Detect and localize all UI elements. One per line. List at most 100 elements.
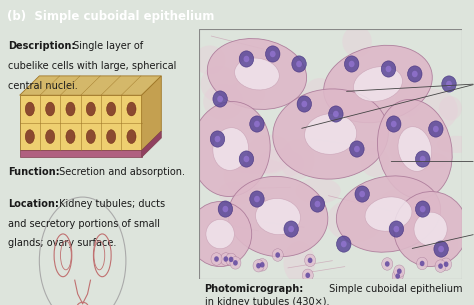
Ellipse shape [437,136,474,153]
Ellipse shape [302,78,338,120]
Ellipse shape [254,196,260,202]
Ellipse shape [107,102,116,116]
Ellipse shape [377,99,452,199]
Ellipse shape [444,261,448,267]
Ellipse shape [308,258,312,263]
Ellipse shape [256,149,304,178]
Ellipse shape [46,130,55,144]
Ellipse shape [305,114,356,154]
Ellipse shape [302,269,313,282]
Polygon shape [19,150,142,157]
Ellipse shape [415,151,430,167]
Text: central nuclei.: central nuclei. [8,81,78,91]
Ellipse shape [386,116,401,132]
Ellipse shape [365,197,412,231]
Ellipse shape [239,151,254,167]
Ellipse shape [213,91,228,107]
Ellipse shape [396,152,448,170]
Ellipse shape [420,261,425,266]
Ellipse shape [385,261,390,267]
Ellipse shape [361,147,389,177]
Ellipse shape [428,121,443,137]
Ellipse shape [394,265,405,278]
Ellipse shape [107,130,116,144]
Ellipse shape [337,176,441,252]
Ellipse shape [189,202,252,267]
Ellipse shape [354,66,402,102]
Ellipse shape [324,45,432,123]
Ellipse shape [348,141,384,156]
Ellipse shape [46,102,55,116]
Ellipse shape [253,260,264,272]
Ellipse shape [210,131,225,147]
Ellipse shape [217,96,223,102]
Ellipse shape [215,136,220,142]
Ellipse shape [265,46,280,62]
Ellipse shape [359,191,365,197]
Ellipse shape [446,81,452,87]
Text: Secretion and absorption.: Secretion and absorption. [56,167,185,177]
Ellipse shape [354,146,360,152]
Ellipse shape [297,96,311,112]
Ellipse shape [397,268,401,274]
Ellipse shape [315,201,320,207]
Ellipse shape [250,116,264,132]
Ellipse shape [415,201,430,217]
Ellipse shape [433,126,439,132]
Ellipse shape [420,206,426,212]
Ellipse shape [222,206,228,212]
Ellipse shape [256,263,261,268]
Ellipse shape [292,56,306,72]
Ellipse shape [275,252,280,258]
Ellipse shape [408,66,422,82]
Text: Simple cuboidal epithelium: Simple cuboidal epithelium [326,284,462,294]
Ellipse shape [218,201,233,217]
Ellipse shape [228,80,265,108]
Ellipse shape [395,82,422,117]
Ellipse shape [350,141,364,157]
Ellipse shape [296,61,302,67]
Ellipse shape [244,56,249,62]
Ellipse shape [220,253,231,265]
Ellipse shape [233,260,238,266]
Text: in kidney tubules (430×).: in kidney tubules (430×). [205,297,329,305]
Ellipse shape [435,260,446,272]
Ellipse shape [390,129,428,168]
Ellipse shape [380,189,422,212]
Ellipse shape [255,199,301,235]
Ellipse shape [337,236,351,252]
Ellipse shape [229,257,234,262]
Text: Photomicrograph:: Photomicrograph: [205,284,304,294]
Ellipse shape [385,66,392,72]
Ellipse shape [392,270,403,282]
Ellipse shape [25,102,35,116]
Polygon shape [19,76,161,95]
Ellipse shape [382,258,393,270]
Text: cubelike cells with large, spherical: cubelike cells with large, spherical [8,61,176,71]
Ellipse shape [246,135,293,174]
Text: Description:: Description: [8,41,75,52]
Ellipse shape [418,227,458,264]
Ellipse shape [273,89,388,179]
Ellipse shape [349,61,355,67]
Ellipse shape [414,212,447,246]
Ellipse shape [239,51,254,67]
Text: Location:: Location: [8,199,59,209]
Ellipse shape [438,246,444,252]
Ellipse shape [250,191,264,207]
Ellipse shape [288,226,294,232]
Ellipse shape [398,127,432,171]
Ellipse shape [191,102,270,196]
Text: glands; ovary surface.: glands; ovary surface. [8,239,116,249]
Polygon shape [142,76,161,150]
Ellipse shape [345,56,359,72]
Ellipse shape [310,196,325,212]
Ellipse shape [194,45,226,75]
Ellipse shape [305,273,310,278]
Ellipse shape [270,51,276,57]
Ellipse shape [224,156,261,195]
Ellipse shape [296,178,341,204]
Ellipse shape [254,121,260,127]
Ellipse shape [25,130,35,144]
Ellipse shape [223,256,228,262]
